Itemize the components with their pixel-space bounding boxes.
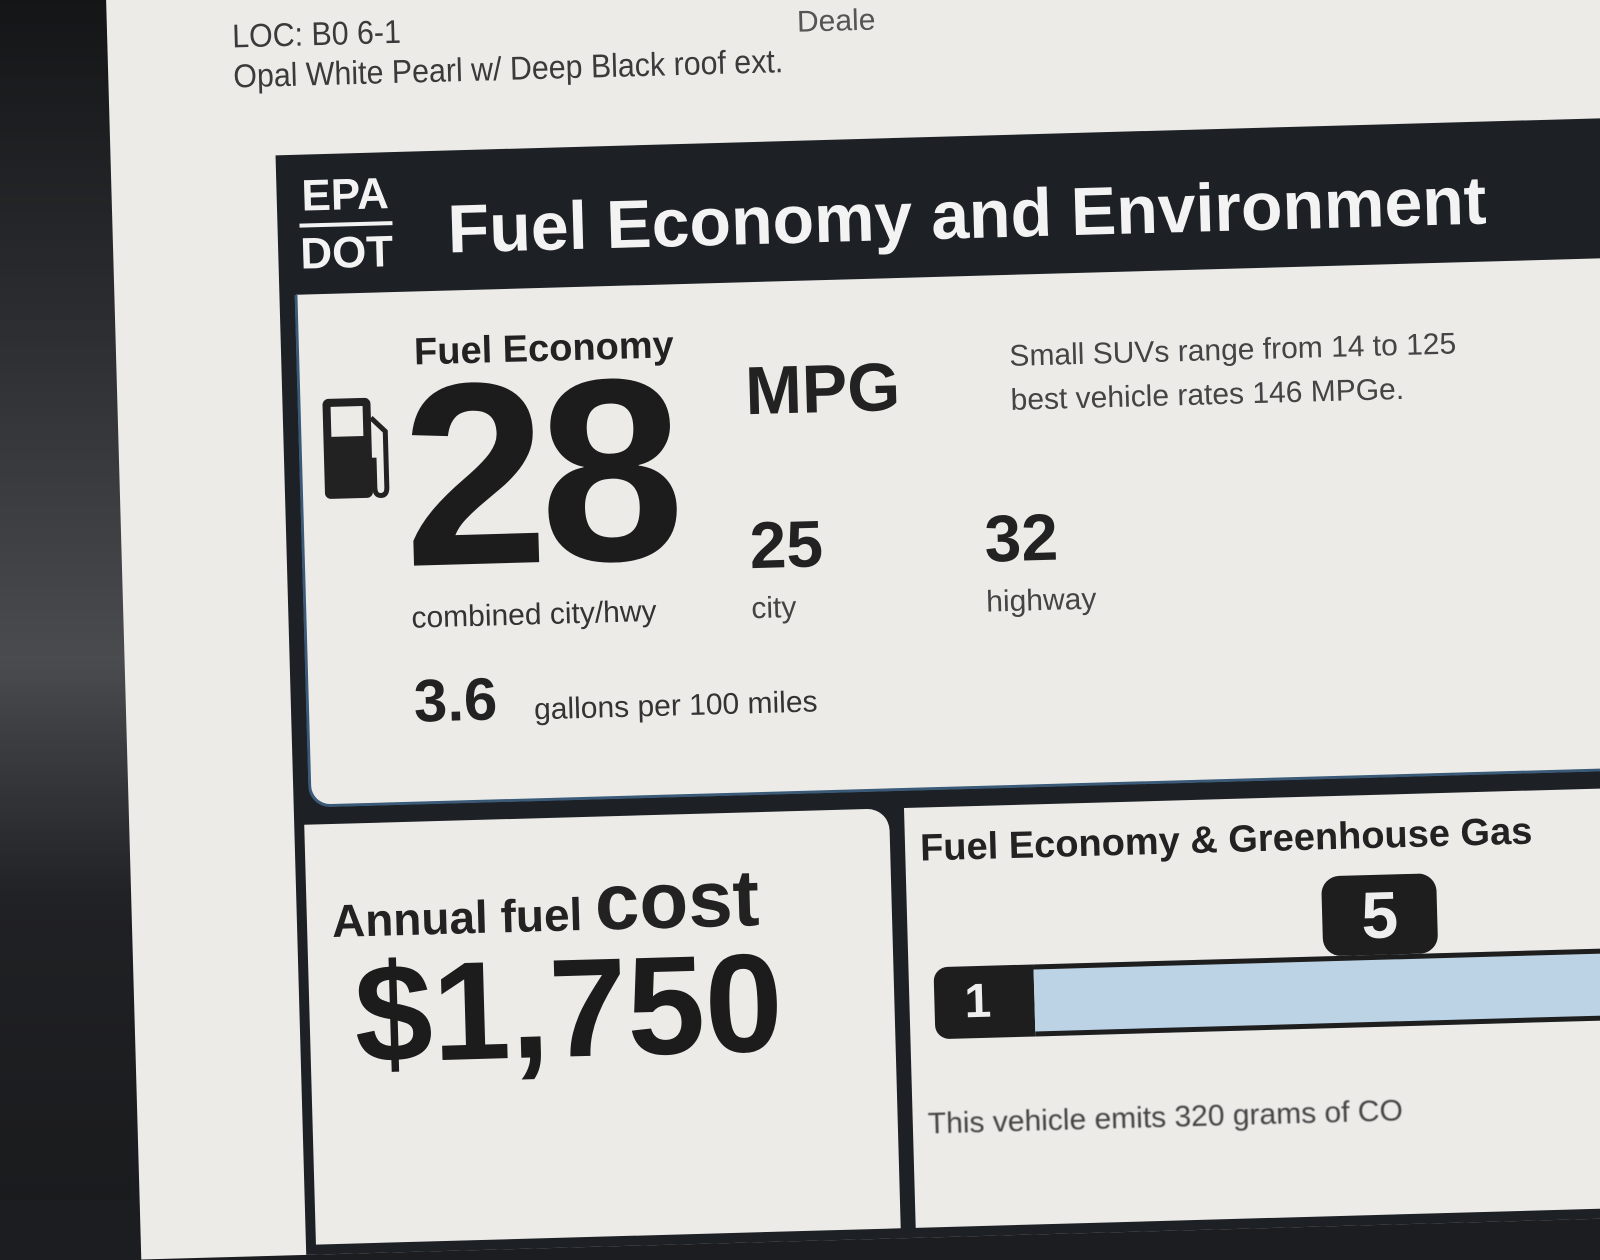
city-label: city (750, 590, 797, 626)
fuel-economy-section: Fuel Economy 28 MPG combined city/hwy 25… (294, 253, 1600, 808)
combined-label: combined city/hwy (411, 594, 657, 635)
epa-text: EPA (300, 169, 390, 221)
window-sticker: Deale LOC: B0 6-1 Opal White Pearl w/ De… (105, 0, 1600, 1260)
greenhouse-title: Fuel Economy & Greenhouse Gas (919, 810, 1533, 870)
scale-bar (1033, 942, 1600, 1037)
rating-scale: 1 (933, 942, 1600, 1040)
greenhouse-section: Fuel Economy & Greenhouse Gas 5 1 This v… (903, 782, 1600, 1228)
fuel-economy-label: EPA DOT Fuel Economy and Environment Fue… (275, 113, 1600, 1255)
emissions-text: This vehicle emits 320 grams of CO (927, 1094, 1404, 1141)
sticker-info: LOC: B0 6-1 Opal White Pearl w/ Deep Bla… (232, 1, 784, 96)
annual-cost-value: $1,750 (352, 923, 785, 1093)
fuel-pump-icon (322, 397, 390, 499)
annual-cost-section: Annual fuel cost $1,750 (304, 808, 901, 1245)
dot-text: DOT (299, 227, 394, 279)
rating-marker: 5 (1321, 873, 1439, 957)
gallons-label: gallons per 100 miles (533, 685, 818, 727)
dark-background (0, 0, 130, 1200)
scale-min: 1 (933, 964, 1036, 1040)
dealer-text: Deale (796, 3, 876, 39)
gallons-per-100: 3.6 (412, 665, 499, 735)
combined-mpg: 28 (398, 324, 680, 622)
highway-mpg: 32 (983, 499, 1059, 576)
mpg-unit: MPG (744, 348, 902, 430)
highway-label: highway (985, 582, 1097, 619)
label-title: Fuel Economy and Environment (446, 162, 1488, 268)
city-mpg: 25 (748, 506, 825, 583)
epa-dot-logo: EPA DOT (298, 169, 394, 279)
range-note: Small SUVs range from 14 to 125 best veh… (1009, 322, 1458, 422)
